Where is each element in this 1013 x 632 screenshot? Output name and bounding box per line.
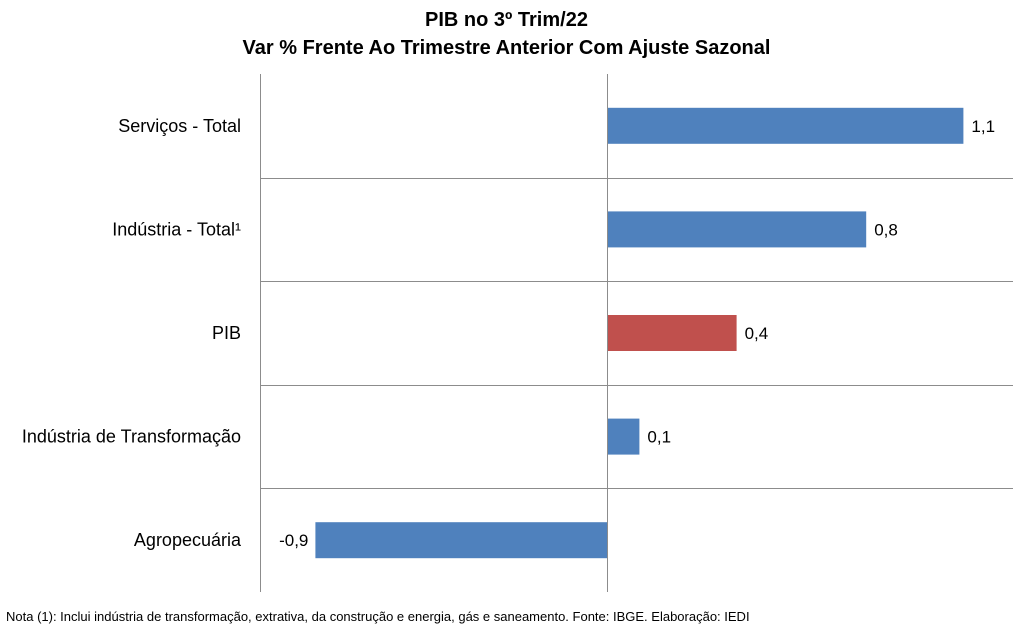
chart-title-block: PIB no 3º Trim/22 Var % Frente Ao Trimes…: [0, 6, 1013, 62]
bar: [607, 107, 964, 144]
category-label: PIB: [212, 323, 241, 343]
data-label: 0,8: [874, 220, 898, 239]
data-label: 0,1: [647, 428, 671, 447]
category-label: Indústria de Transformação: [22, 427, 241, 447]
bar: [315, 522, 607, 559]
bar: [607, 418, 640, 455]
chart-subtitle: Var % Frente Ao Trimestre Anterior Com A…: [242, 37, 771, 59]
bar: [607, 315, 737, 351]
footnote: Nota (1): Inclui indústria de transforma…: [6, 609, 750, 624]
data-label: 0,4: [745, 324, 769, 343]
category-label: Serviços - Total: [118, 116, 241, 136]
data-label: -0,9: [279, 531, 308, 550]
chart-title: PIB no 3º Trim/22: [425, 9, 588, 31]
category-label: Indústria - Total¹: [112, 219, 241, 239]
bar: [607, 211, 867, 248]
category-label: Agropecuária: [134, 530, 242, 550]
data-label: 1,1: [971, 117, 995, 136]
